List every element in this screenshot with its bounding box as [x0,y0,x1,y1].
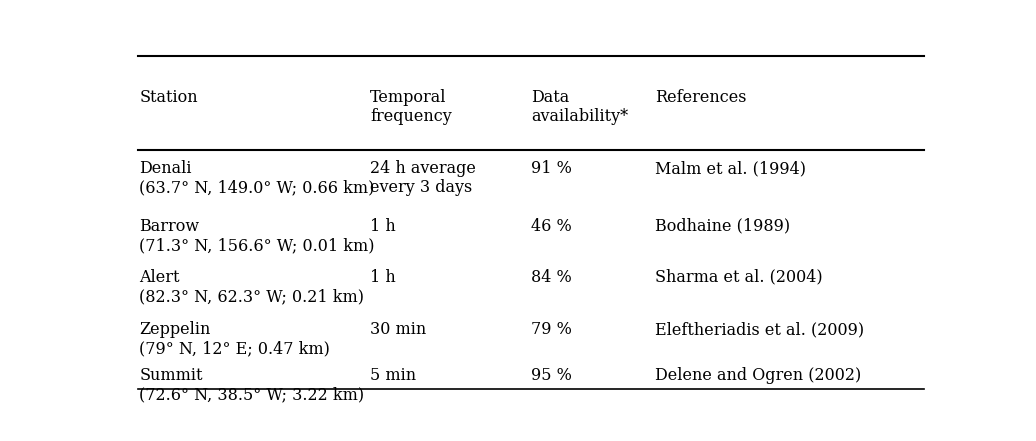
Text: Alert
(82.3° N, 62.3° W; 0.21 km): Alert (82.3° N, 62.3° W; 0.21 km) [139,269,364,305]
Text: Barrow
(71.3° N, 156.6° W; 0.01 km): Barrow (71.3° N, 156.6° W; 0.01 km) [139,217,375,254]
Text: 95 %: 95 % [531,367,572,384]
Text: 91 %: 91 % [531,160,572,177]
Text: Data
availability*: Data availability* [531,89,628,125]
Text: 24 h average
every 3 days: 24 h average every 3 days [371,160,477,197]
Text: References: References [656,89,747,105]
Text: Bodhaine (1989): Bodhaine (1989) [656,217,790,235]
Text: Sharma et al. (2004): Sharma et al. (2004) [656,269,823,285]
Text: Station: Station [139,89,198,105]
Text: Eleftheriadis et al. (2009): Eleftheriadis et al. (2009) [656,321,864,338]
Text: 84 %: 84 % [531,269,572,285]
Text: Temporal
frequency: Temporal frequency [371,89,452,125]
Text: 1 h: 1 h [371,217,396,235]
Text: 46 %: 46 % [531,217,572,235]
Text: Malm et al. (1994): Malm et al. (1994) [656,160,806,177]
Text: Zeppelin
(79° N, 12° E; 0.47 km): Zeppelin (79° N, 12° E; 0.47 km) [139,321,330,358]
Text: 1 h: 1 h [371,269,396,285]
Text: 79 %: 79 % [531,321,572,338]
Text: 5 min: 5 min [371,367,416,384]
Text: Delene and Ogren (2002): Delene and Ogren (2002) [656,367,862,384]
Text: Denali
(63.7° N, 149.0° W; 0.66 km): Denali (63.7° N, 149.0° W; 0.66 km) [139,160,374,197]
Text: Summit
(72.6° N, 38.5° W; 3.22 km): Summit (72.6° N, 38.5° W; 3.22 km) [139,367,365,404]
Text: 30 min: 30 min [371,321,427,338]
